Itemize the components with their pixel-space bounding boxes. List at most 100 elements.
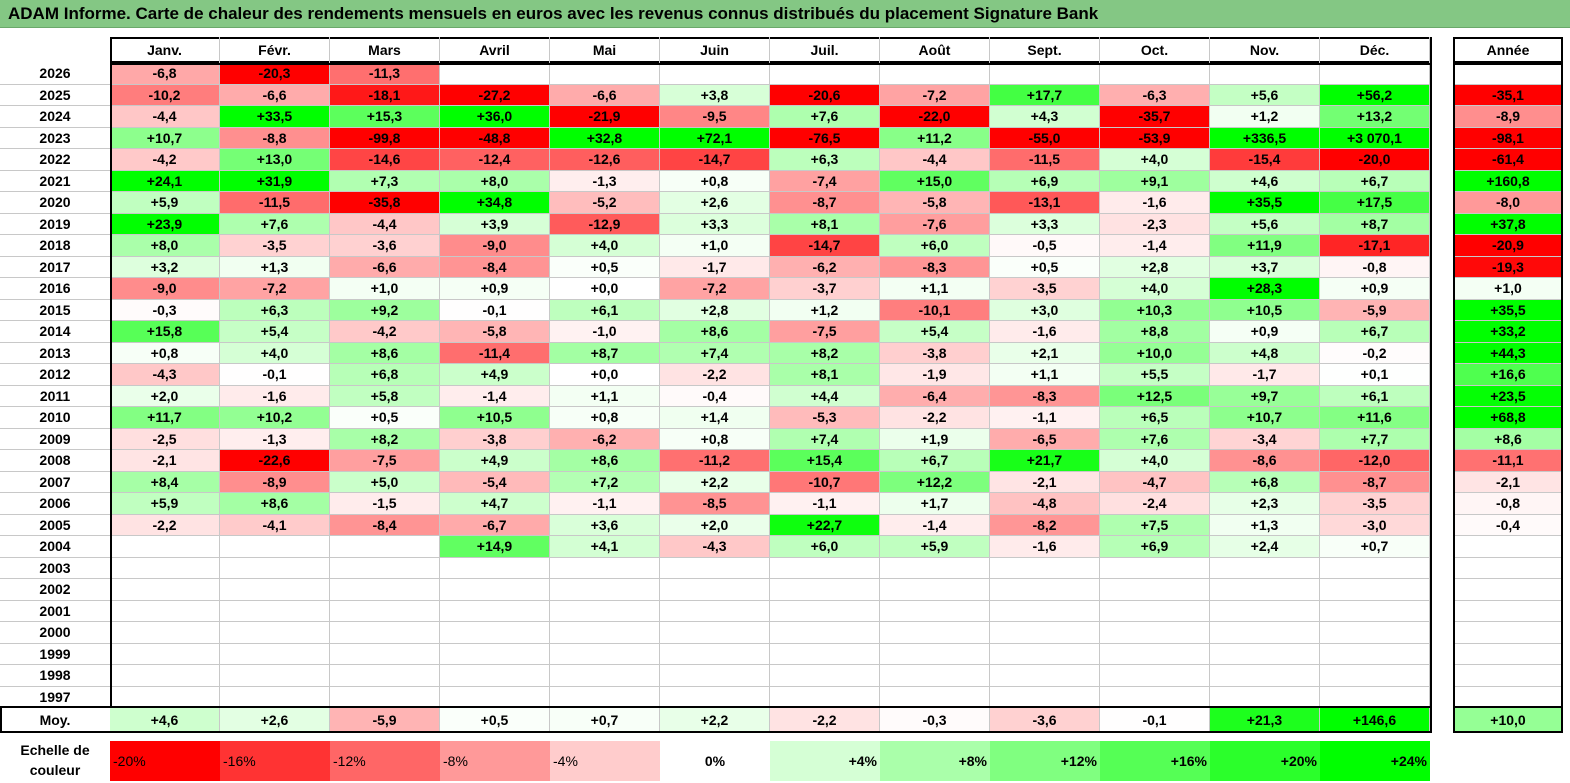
- year-total-cell: -0,8: [1453, 493, 1563, 515]
- heatmap-cell: [330, 557, 440, 579]
- heatmap-cell: +36,0: [440, 106, 550, 128]
- heatmap-cell: +31,9: [220, 170, 330, 192]
- heatmap-cell: -4,4: [330, 213, 440, 235]
- heatmap-cell: +1,9: [880, 428, 990, 450]
- heatmap-cell: -2,5: [110, 428, 220, 450]
- heatmap-cell: -5,3: [770, 407, 880, 429]
- heatmap-cell: -10,7: [770, 471, 880, 493]
- heatmap-cell: +1,1: [990, 364, 1100, 386]
- heatmap-cell: +1,2: [770, 299, 880, 321]
- month-header-4: Avril: [440, 37, 550, 63]
- heatmap-cell: -5,2: [550, 192, 660, 214]
- heatmap-cell: [1100, 63, 1210, 85]
- heatmap-cell: +1,3: [220, 256, 330, 278]
- heatmap-cell: +24,1: [110, 170, 220, 192]
- heatmap-cell: [990, 686, 1100, 708]
- year-label: 1999: [0, 644, 110, 665]
- year-label: 2025: [0, 85, 110, 106]
- year-label: 2020: [0, 192, 110, 214]
- heatmap-cell: -1,6: [990, 321, 1100, 343]
- month-header-10: Oct.: [1100, 37, 1210, 63]
- heatmap-cell: -2,1: [990, 471, 1100, 493]
- heatmap-cell: -1,6: [990, 536, 1100, 558]
- heatmap-cell: [440, 643, 550, 665]
- heatmap-cell: -2,2: [660, 364, 770, 386]
- month-header-5: Mai: [550, 37, 660, 63]
- heatmap-cell: +0,9: [1210, 321, 1320, 343]
- heatmap-cell: [440, 63, 550, 85]
- heatmap-cell: -20,6: [770, 84, 880, 106]
- heatmap-cell: -8,8: [220, 127, 330, 149]
- heatmap-cell: +15,4: [770, 450, 880, 472]
- heatmap-cell: [880, 665, 990, 687]
- heatmap-cell: [880, 579, 990, 601]
- heatmap-cell: +9,7: [1210, 385, 1320, 407]
- heatmap-cell: +5,6: [1210, 84, 1320, 106]
- month-header-2: Févr.: [220, 37, 330, 63]
- heatmap-cell: -1,1: [990, 407, 1100, 429]
- heatmap-cell: [1320, 686, 1430, 708]
- heatmap-cell: [660, 665, 770, 687]
- heatmap-cell: [1210, 600, 1320, 622]
- heatmap-cell: [110, 536, 220, 558]
- heatmap-cell: +8,6: [550, 450, 660, 472]
- year-total-cell: [1453, 579, 1563, 601]
- heatmap-cell: +5,9: [110, 493, 220, 515]
- heatmap-cell: [990, 600, 1100, 622]
- heatmap-cell: -1,3: [550, 170, 660, 192]
- heatmap-cell: -8,4: [330, 514, 440, 536]
- average-cell: -2,2: [770, 708, 880, 732]
- year-total-cell: +68,8: [1453, 407, 1563, 429]
- heatmap-cell: -21,9: [550, 106, 660, 128]
- heatmap-cell: +8,1: [770, 213, 880, 235]
- heatmap-cell: -11,4: [440, 342, 550, 364]
- heatmap-cell: [770, 665, 880, 687]
- heatmap-cell: +10,7: [1210, 407, 1320, 429]
- heatmap-cell: +2,8: [660, 299, 770, 321]
- heatmap-cell: -8,6: [1210, 450, 1320, 472]
- heatmap-cell: -1,6: [220, 385, 330, 407]
- heatmap-cell: -2,2: [110, 514, 220, 536]
- heatmap-cell: +3,6: [550, 514, 660, 536]
- heatmap-cell: +2,3: [1210, 493, 1320, 515]
- heatmap-cell: +4,9: [440, 450, 550, 472]
- heatmap-cell: [1210, 665, 1320, 687]
- month-header-7: Juil.: [770, 37, 880, 63]
- month-header-3: Mars: [330, 37, 440, 63]
- heatmap-cell: +23,9: [110, 213, 220, 235]
- year-label: 2016: [0, 278, 110, 300]
- year-total-cell: +37,8: [1453, 213, 1563, 235]
- heatmap-cell: +56,2: [1320, 84, 1430, 106]
- heatmap-cell: +3,3: [990, 213, 1100, 235]
- heatmap-cell: +4,0: [1100, 149, 1210, 171]
- heatmap-cell: +8,6: [330, 342, 440, 364]
- heatmap-cell: -8,7: [1320, 471, 1430, 493]
- heatmap-cell: +4,9: [440, 364, 550, 386]
- year-label: 1997: [0, 687, 110, 708]
- heatmap-cell: +0,8: [110, 342, 220, 364]
- heatmap-cell: -7,2: [220, 278, 330, 300]
- year-total-cell: [1453, 643, 1563, 665]
- average-cell: +4,6: [110, 708, 220, 732]
- heatmap-cell: +5,4: [880, 321, 990, 343]
- year-label: 2004: [0, 536, 110, 558]
- year-label: 2003: [0, 558, 110, 579]
- year-label: 2023: [0, 128, 110, 149]
- heatmap-cell: -4,2: [330, 321, 440, 343]
- heatmap-cell: [1320, 622, 1430, 644]
- color-scale-swatch: +16%: [1100, 741, 1210, 781]
- heatmap-cell: +1,7: [880, 493, 990, 515]
- heatmap-cell: -7,5: [770, 321, 880, 343]
- heatmap-cell: +3,2: [110, 256, 220, 278]
- heatmap-cell: -5,4: [440, 471, 550, 493]
- heatmap-cell: -10,1: [880, 299, 990, 321]
- year-total-cell: -2,1: [1453, 471, 1563, 493]
- year-label: 2019: [0, 214, 110, 235]
- heatmap-cell: +7,7: [1320, 428, 1430, 450]
- heatmap-cell: +5,6: [1210, 213, 1320, 235]
- average-total-cell: +10,0: [1453, 708, 1563, 732]
- heatmap-cell: -0,5: [990, 235, 1100, 257]
- heatmap-cell: +4,0: [1100, 278, 1210, 300]
- heatmap-cell: +3,0: [990, 299, 1100, 321]
